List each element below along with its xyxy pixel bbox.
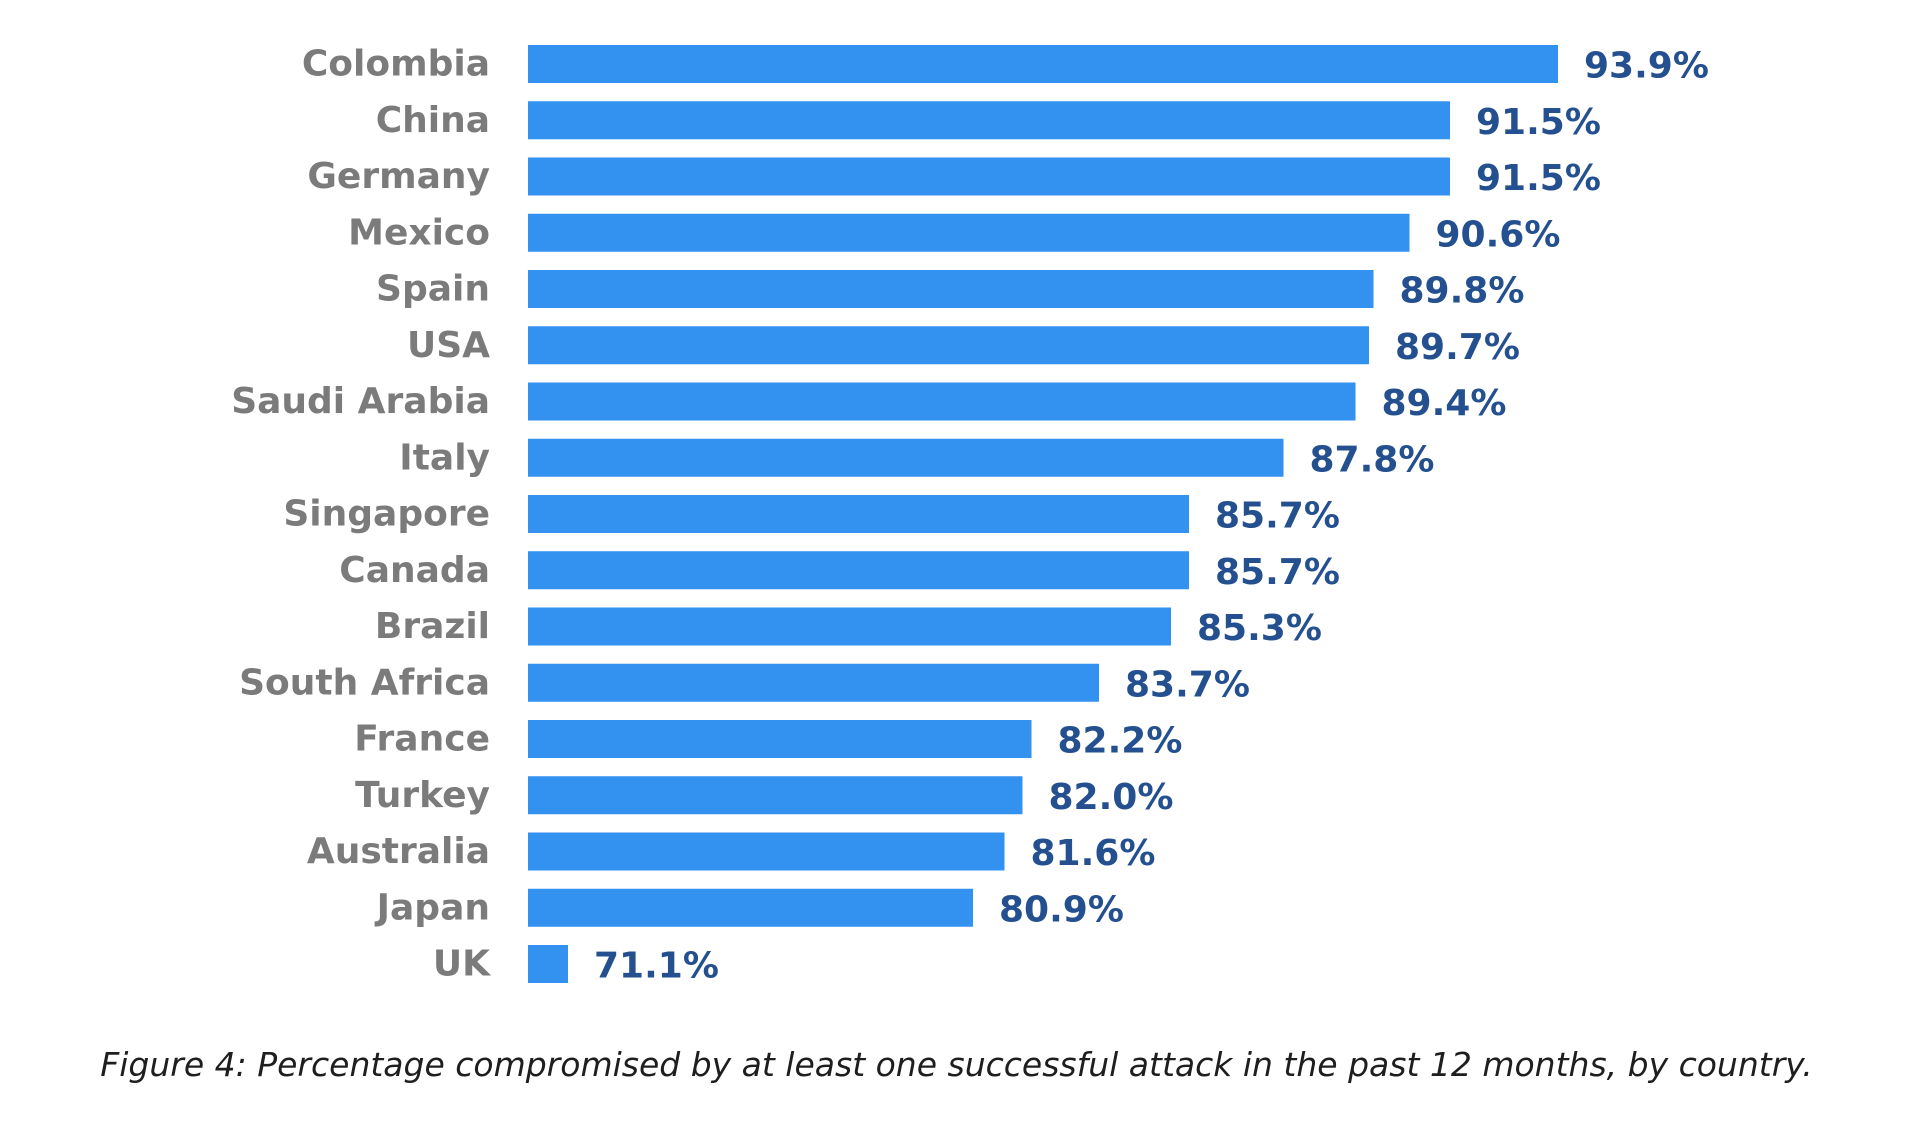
value-label: 85.7% bbox=[1215, 496, 1340, 537]
bar-canada bbox=[528, 551, 1189, 590]
bar-spain bbox=[528, 270, 1374, 308]
category-label: Spain bbox=[376, 269, 490, 310]
value-label: 81.6% bbox=[1031, 833, 1156, 874]
bar-uk bbox=[528, 945, 568, 983]
bar-colombia bbox=[528, 45, 1558, 83]
bar-france bbox=[528, 720, 1032, 758]
category-label: China bbox=[376, 100, 490, 141]
category-label: Canada bbox=[339, 550, 490, 591]
value-label: 89.4% bbox=[1382, 383, 1507, 424]
bar-usa bbox=[528, 326, 1369, 365]
bar-italy bbox=[528, 438, 1284, 477]
category-label: UK bbox=[433, 944, 491, 985]
bar-chart: Colombia China Germany Mexico Spain USA Saudi … bbox=[231, 44, 1709, 987]
bar-turkey bbox=[528, 776, 1023, 815]
value-label: 71.1% bbox=[594, 946, 719, 987]
value-label: 93.9% bbox=[1584, 46, 1709, 87]
category-label: USA bbox=[407, 325, 490, 366]
value-label: 82.0% bbox=[1049, 777, 1174, 818]
bar-singapore bbox=[528, 495, 1189, 533]
category-label: Colombia bbox=[302, 44, 490, 85]
category-label: France bbox=[354, 719, 490, 760]
bar-mexico bbox=[528, 213, 1410, 252]
category-label: Turkey bbox=[355, 775, 490, 816]
category-label: Singapore bbox=[283, 494, 490, 535]
value-label: 82.2% bbox=[1058, 721, 1183, 762]
value-label: 80.9% bbox=[999, 889, 1124, 930]
bars-group bbox=[528, 45, 1558, 983]
category-labels-group: Colombia China Germany Mexico Spain USA Saudi … bbox=[231, 44, 491, 985]
value-label: 89.8% bbox=[1400, 271, 1525, 312]
category-label: Mexico bbox=[348, 212, 490, 253]
bar-japan bbox=[528, 888, 973, 927]
category-label: Brazil bbox=[375, 606, 490, 647]
category-label: Australia bbox=[307, 831, 490, 872]
value-label: 91.5% bbox=[1476, 102, 1601, 143]
figure-caption: Figure 4: Percentage compromised by at l… bbox=[100, 1045, 1813, 1084]
bar-south-africa bbox=[528, 663, 1099, 702]
category-label: Japan bbox=[374, 887, 490, 928]
value-label: 83.7% bbox=[1125, 664, 1250, 705]
category-label: South Africa bbox=[239, 662, 490, 703]
value-label: 89.7% bbox=[1395, 327, 1520, 368]
bar-china bbox=[528, 101, 1450, 140]
bar-australia bbox=[528, 832, 1005, 871]
value-label: 87.8% bbox=[1310, 439, 1435, 480]
bar-brazil bbox=[528, 607, 1171, 646]
value-label: 85.3% bbox=[1197, 608, 1322, 649]
bar-saudi-arabia bbox=[528, 382, 1356, 421]
category-label: Germany bbox=[307, 156, 490, 197]
category-label: Italy bbox=[399, 437, 490, 478]
bar-germany bbox=[528, 157, 1450, 196]
value-label: 90.6% bbox=[1436, 214, 1561, 255]
value-label: 85.7% bbox=[1215, 552, 1340, 593]
category-label: Saudi Arabia bbox=[231, 381, 490, 422]
value-label: 91.5% bbox=[1476, 158, 1601, 199]
value-labels-group: 93.9% 91.5% 91.5% 90.6% 89.8% 89.7% 89.4% 87.8%… bbox=[594, 46, 1709, 987]
